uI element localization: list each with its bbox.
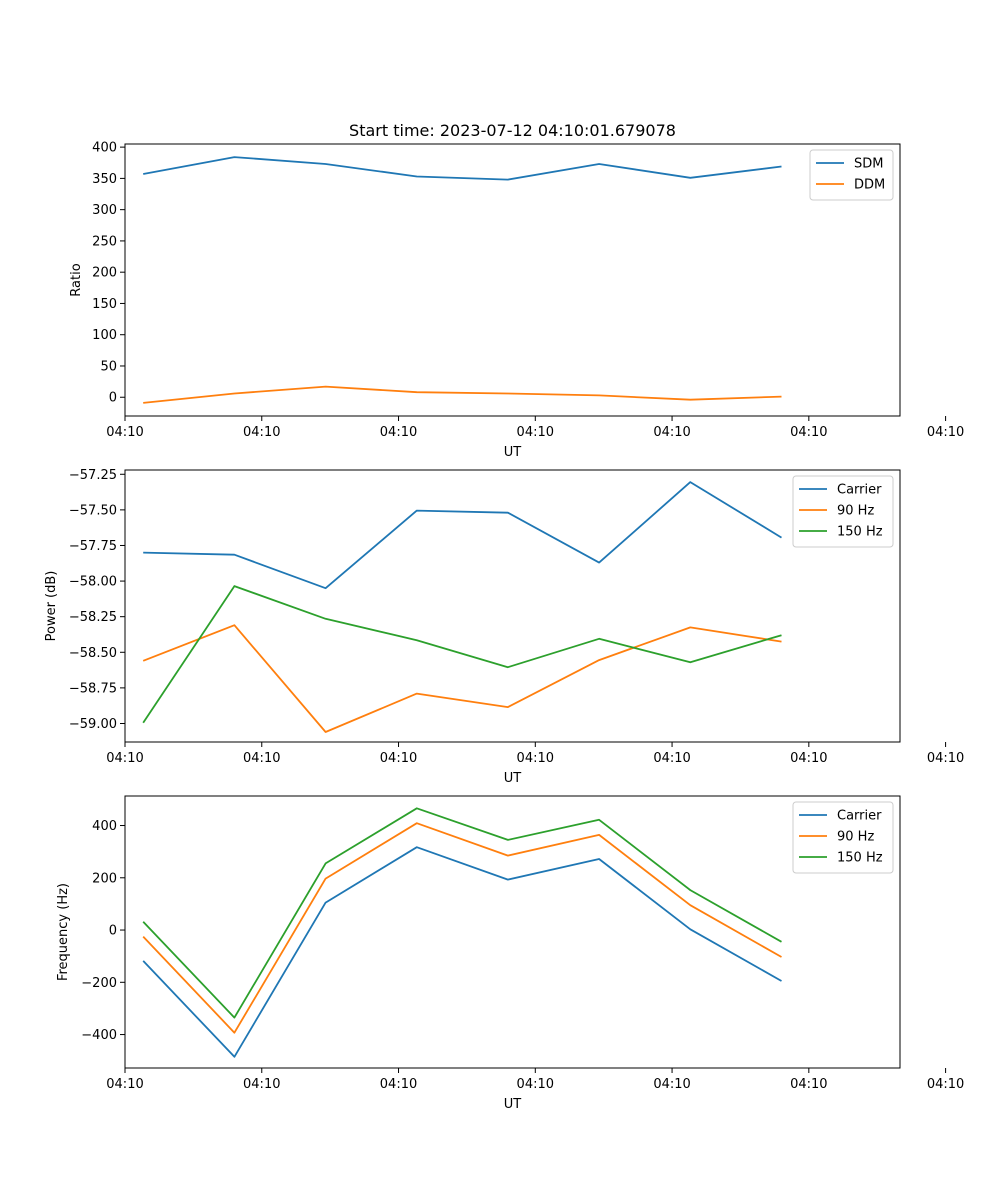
x-tick-label: 04:10 [653, 1077, 690, 1092]
series-line-carrier [143, 481, 782, 590]
series-line-carrier [142, 846, 782, 1058]
y-tick-label: −58.00 [69, 575, 117, 590]
series-line-ddm [143, 385, 782, 404]
x-tick-label: 04:10 [106, 425, 143, 440]
x-tick-label: 04:10 [927, 425, 964, 440]
x-axis-label: UT [504, 771, 522, 786]
legend: SDM DDM [809, 149, 894, 201]
y-tick-label: 200 [92, 266, 117, 281]
x-tick-label: 04:10 [517, 425, 554, 440]
y-axis-label: Ratio [69, 263, 84, 296]
x-tick-label: 04:10 [927, 751, 964, 766]
series-line-90-hz [142, 822, 782, 1034]
x-tick-label: 04:10 [106, 751, 143, 766]
y-axis-label: Power (dB) [44, 571, 59, 642]
series-line-150-hz [142, 807, 782, 1019]
x-axis-label: UT [504, 445, 522, 460]
y-tick-label: −57.75 [69, 539, 117, 554]
x-tick-label: 04:10 [790, 751, 827, 766]
y-tick-label: 200 [92, 871, 117, 886]
y-tick-label: −400 [81, 1028, 117, 1043]
legend-label: Carrier [837, 483, 882, 498]
x-tick-label: 04:10 [790, 1077, 827, 1092]
legend-label: DDM [854, 178, 885, 193]
legend-label: 150 Hz [837, 851, 883, 866]
y-tick-label: 0 [109, 924, 117, 939]
legend-frame [792, 801, 894, 874]
x-tick-label: 04:10 [517, 751, 554, 766]
chart-title: Start time: 2023-07-12 04:10:01.679078 [349, 121, 676, 140]
legend-label: 90 Hz [837, 504, 874, 519]
y-axis-label: Frequency (Hz) [56, 883, 71, 981]
plot-frame [124, 795, 901, 1069]
y-tick-label: 400 [92, 141, 117, 156]
y-tick-label: −58.25 [69, 610, 117, 625]
y-tick-label: −57.25 [69, 468, 117, 483]
legend-label: 90 Hz [837, 830, 874, 845]
series-line-90-hz [142, 624, 782, 733]
legend-label: 150 Hz [837, 525, 883, 540]
legend: Carrier 90 Hz 150 Hz [792, 801, 894, 874]
y-tick-label: 0 [109, 391, 117, 406]
legend-label: Carrier [837, 809, 882, 824]
x-tick-label: 04:10 [380, 751, 417, 766]
x-tick-label: 04:10 [927, 1077, 964, 1092]
y-tick-label: −59.00 [69, 717, 117, 732]
series-line-150-hz [142, 585, 782, 724]
legend: Carrier 90 Hz 150 Hz [792, 475, 894, 548]
plot-frame [124, 469, 901, 743]
y-tick-label: 250 [92, 234, 117, 249]
x-tick-label: 04:10 [243, 1077, 280, 1092]
x-tick-label: 04:10 [243, 751, 280, 766]
plot-frame [124, 143, 901, 417]
x-tick-label: 04:10 [517, 1077, 554, 1092]
y-tick-label: −58.75 [69, 681, 117, 696]
x-tick-label: 04:10 [653, 425, 690, 440]
legend-label: SDM [854, 157, 883, 172]
y-tick-label: 150 [92, 297, 117, 312]
y-tick-label: −58.50 [69, 646, 117, 661]
x-tick-label: 04:10 [790, 425, 827, 440]
x-tick-label: 04:10 [106, 1077, 143, 1092]
y-tick-label: 400 [92, 819, 117, 834]
x-tick-label: 04:10 [653, 751, 690, 766]
y-tick-label: 50 [100, 359, 117, 374]
series-line-sdm [143, 156, 782, 181]
y-tick-label: 300 [92, 203, 117, 218]
x-tick-label: 04:10 [243, 425, 280, 440]
y-tick-label: 100 [92, 328, 117, 343]
subplot-3: −400 −200 0 200 400 04:10 04:10 04:10 04:10 04:10… [56, 795, 964, 1112]
x-axis-label: UT [504, 1097, 522, 1112]
x-tick-label: 04:10 [380, 1077, 417, 1092]
y-tick-label: −57.50 [69, 503, 117, 518]
subplot-1: Start time: 2023-07-12 04:10:01.679078 0 5… [69, 121, 964, 460]
x-tick-label: 04:10 [380, 425, 417, 440]
legend-frame [792, 475, 894, 548]
y-tick-label: 350 [92, 172, 117, 187]
subplot-2: −59.00 −58.75 −58.50 −58.25 −58.00 −57.75 −57.… [44, 468, 964, 786]
y-tick-label: −200 [81, 976, 117, 991]
